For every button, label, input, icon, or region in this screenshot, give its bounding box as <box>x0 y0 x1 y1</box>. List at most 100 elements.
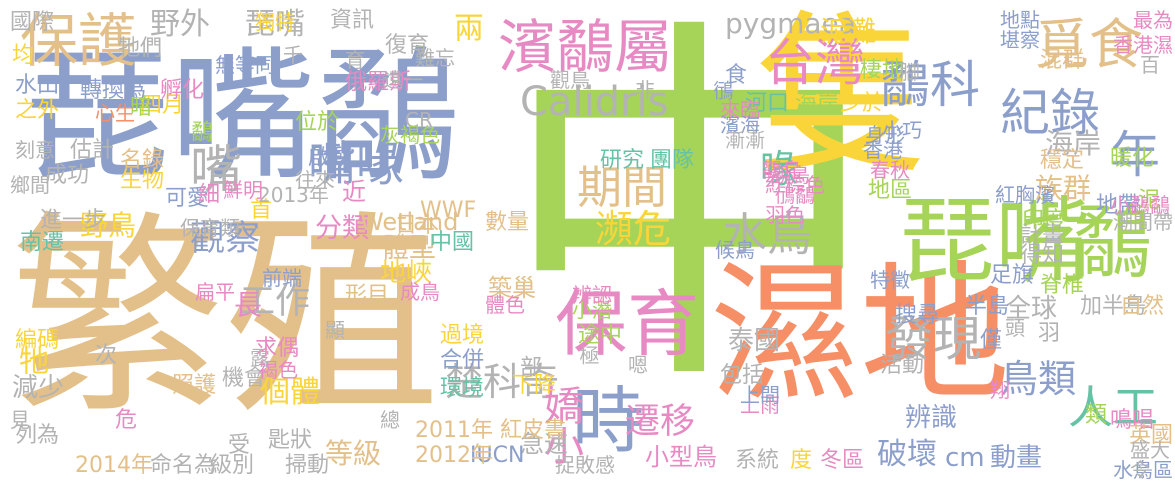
word-IUCN-89: IUCN <box>470 443 525 468</box>
word-難忘-187: 難忘 <box>415 46 455 70</box>
word-cm-55: cm <box>945 443 985 473</box>
word-泥灘-37: 泥灘 <box>820 15 877 48</box>
word-野鳥-50: 野鳥 <box>80 209 137 242</box>
word-辨認-172: 辨認 <box>572 283 612 307</box>
word-盛大-191: 盛大 <box>1130 438 1170 462</box>
word-捉敗感-197: 捉敗感 <box>555 453 615 477</box>
word-體色-201: 體色 <box>485 293 525 317</box>
word-2014年-92: 2014年 <box>75 453 153 478</box>
word-心生-166: 心生 <box>95 101 135 125</box>
word-翔-203: 翔 <box>990 378 1010 402</box>
word-水田-129: 水田 <box>15 73 60 98</box>
word-半島-79: 半島 <box>965 294 1010 319</box>
word-見-169: 見 <box>10 408 30 432</box>
word-進一步-109: 進一步 <box>40 208 107 233</box>
word-僅-83: 僅 <box>980 328 1003 353</box>
word-楚科奇-27: 楚科奇 <box>445 360 560 404</box>
word-兩-35: 兩 <box>448 12 483 42</box>
word-生物-116: 生物 <box>120 168 165 193</box>
word-照護-106: 照護 <box>172 373 217 398</box>
word-急速-52: 急速 <box>520 430 568 458</box>
word-動畫-56: 動畫 <box>990 443 1043 473</box>
word-琵嘴-33: 琵嘴 <box>245 7 305 42</box>
word-瀕危-22: 瀕危 <box>595 207 672 251</box>
word-泰國-88: 泰國 <box>728 326 781 356</box>
word-棲地-73: 棲地 <box>860 58 905 83</box>
word-香港-72: 香港 <box>863 138 903 162</box>
word-最為-150: 最為 <box>1133 8 1173 32</box>
word-鮮明-160: 鮮明 <box>223 178 263 202</box>
word-保育-8: 保育 <box>555 282 700 366</box>
word-研究-44: 研究 <box>600 148 645 173</box>
word-琵嘴-6: 琵嘴 <box>900 187 1091 297</box>
word-類-147: 類 <box>1085 403 1108 428</box>
word-2011年-紅皮書-91: 2011年 紅皮書 <box>415 418 566 443</box>
word-中-1: 中 <box>500 0 880 431</box>
word-危-140: 危 <box>115 408 138 433</box>
word-濱海-182: 濱海 <box>720 113 760 137</box>
word-CR-157: CR <box>405 108 433 132</box>
word-泥-77: 泥 <box>1138 188 1161 213</box>
word-鷸-119: 鷸 <box>187 120 212 142</box>
word-濱鷸屬-10: 濱鷸屬 <box>498 13 673 81</box>
word-pygmaea-36: pygmaea <box>725 7 856 40</box>
word-往來-159: 往來 <box>295 168 335 192</box>
word-首-112: 首 <box>250 198 273 223</box>
word-上雨-175: 上雨 <box>740 393 780 417</box>
word-春秋-156: 春秋 <box>870 158 910 182</box>
word-紅胸濱-153: 紅胸濱 <box>995 183 1055 207</box>
word-Calidris-13: Calidris <box>520 79 669 125</box>
word-細-120: 細 <box>194 182 219 204</box>
word-成鳥-170: 成鳥 <box>400 280 440 304</box>
word-數量-67: 數量 <box>485 210 530 235</box>
word-漸漸-183: 漸漸 <box>725 128 765 152</box>
word-上間-195: 上間 <box>740 383 780 407</box>
word-觀鳥-188: 觀鳥 <box>550 68 590 92</box>
word-海岸-39: 海岸 <box>795 91 840 116</box>
word-鄉間-168: 鄉間 <box>10 173 50 197</box>
word-扁平-163: 扁平 <box>195 280 235 304</box>
word-下降-103: 下降 <box>512 373 557 398</box>
word-保護-11: 保護 <box>20 7 137 75</box>
word-潮間帶-152: 潮間帶 <box>1113 210 1173 234</box>
word-地區-43: 地區 <box>868 178 913 203</box>
word-印度-68: 印度 <box>1022 208 1067 233</box>
word-2013年-115: 2013年 <box>258 183 329 207</box>
word-隻-3: 隻 <box>755 0 930 199</box>
word-堪察-75: 堪察 <box>1000 28 1040 52</box>
word-紅棕色-177: 紅棕色 <box>765 173 825 197</box>
word-水鳥區-149: 水鳥區 <box>1113 458 1173 482</box>
word-英國-148: 英國 <box>1128 423 1173 448</box>
word-命名為-93: 命名為 <box>150 453 217 478</box>
word-工作-31: 工作 <box>240 282 311 322</box>
word-育-185: 育 <box>345 48 365 72</box>
word-水鳥-14: 水鳥 <box>722 208 813 261</box>
word-少於-40: 少於 <box>840 91 885 116</box>
word-地峽-64: 地峽 <box>380 258 433 288</box>
word-團隊-45: 團隊 <box>650 148 695 173</box>
word-可愛-111: 可愛 <box>165 186 210 211</box>
word-位於-122: 位於 <box>295 110 340 135</box>
word-混群-76: 混群 <box>1040 48 1085 73</box>
word-觀察-30: 觀察 <box>190 219 261 259</box>
word-鴴鷸-179: 鴴鷸 <box>775 183 815 207</box>
word-等級-57: 等級 <box>325 437 382 470</box>
word-WWF-114: WWF <box>420 198 477 223</box>
word-刻意-167: 刻意 <box>15 138 55 162</box>
word-暖化-70: 暖化 <box>1110 146 1155 171</box>
word-牠們-128: 牠們 <box>118 36 163 61</box>
word-千-184: 千 <box>283 43 303 67</box>
word-百-196: 百 <box>1140 53 1160 77</box>
word-鷸科-17: 鷸科 <box>880 56 980 114</box>
word-脊椎-144: 脊椎 <box>1040 273 1085 298</box>
word-體型-48: 體型 <box>382 233 436 264</box>
word-之外-131: 之外 <box>15 98 60 123</box>
word-列為-139: 列為 <box>15 423 60 448</box>
word-觀鳥-180: 觀鳥 <box>770 163 810 187</box>
word-遠一-186: 遠一 <box>383 68 423 92</box>
word-日本-113: 日本 <box>395 213 440 238</box>
word-小型鳥-53: 小型鳥 <box>645 443 717 471</box>
word-保育類-161: 保育類 <box>180 216 240 240</box>
word-發現-24: 發現 <box>885 311 982 367</box>
